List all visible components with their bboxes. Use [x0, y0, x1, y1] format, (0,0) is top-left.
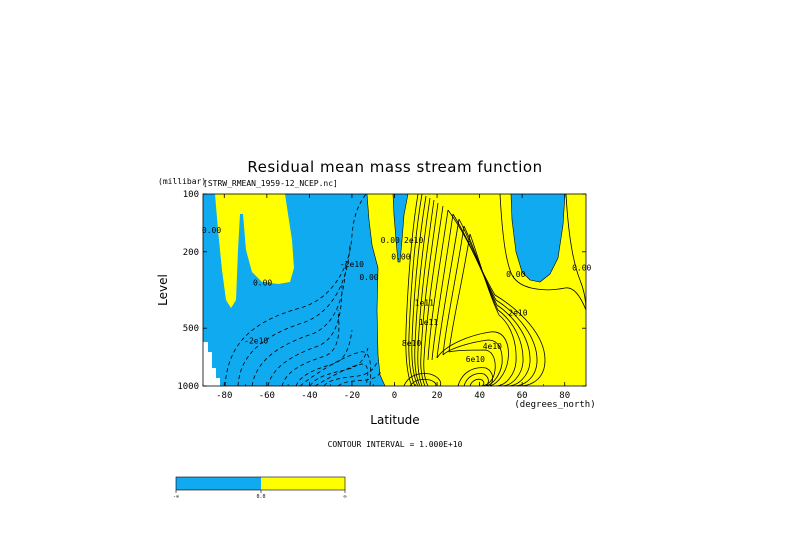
colorbar-frame [175, 476, 346, 491]
x-tick-label: -20 [344, 391, 360, 401]
contour-label: 0.00 [381, 236, 400, 245]
contour-label: 0.00 [253, 279, 272, 288]
y-tick-label: 500 [183, 324, 199, 334]
contour-label: 1e11 [415, 298, 434, 307]
x-axis: -80 -60 -40 -20 0 20 40 60 80 [202, 194, 587, 401]
colorbar-negative-swatch [176, 477, 261, 490]
colorbar-label-min: -∞ [173, 494, 179, 500]
colorbar-label-max: ∞ [343, 494, 346, 500]
contour-interval-note: CONTOUR INTERVAL = 1.000E+10 [328, 440, 463, 449]
y-tick-label: 1000 [177, 382, 199, 392]
contour-label: 0.00 [391, 253, 410, 262]
chart-title: Residual mean mass stream function [247, 158, 542, 176]
contour-labels: 0.00 0.00 0.00 0.00 0.00 0.00 0.00 -2e10 -2e10 2e… [202, 226, 592, 364]
x-axis-units: (degrees_north) [514, 400, 595, 410]
contour-label: -2e10 [340, 260, 364, 269]
y-axis: 100 200 500 1000 [177, 190, 586, 392]
contour-label: 0.00 [572, 263, 591, 272]
x-tick-label: 80 [559, 391, 570, 401]
contour-label: 6e10 [466, 355, 485, 364]
negative-region-north [511, 194, 565, 282]
contour-label: 0.00 [506, 270, 525, 279]
x-tick-label: 0 [392, 391, 397, 401]
missing-data-region [203, 342, 220, 386]
x-tick-label: -60 [259, 391, 275, 401]
contour-label: 0.00 [359, 273, 378, 282]
contour-label: 2e10 [508, 309, 527, 318]
x-axis-title: Latitude [370, 413, 419, 427]
colorbar-positive-swatch [261, 477, 345, 490]
y-axis-title: Level [156, 274, 170, 306]
colorbar-label-mid: 0.0 [256, 494, 265, 500]
x-tick-label: 60 [517, 391, 528, 401]
contour-label: 4e10 [483, 342, 502, 351]
zero-contours [366, 194, 566, 386]
colorbar: -∞ 0.0 ∞ [173, 476, 347, 500]
chart-subtitle: [STRW_RMEAN_1959-12_NCEP.nc] [203, 179, 338, 188]
y-tick-label: 200 [183, 248, 199, 258]
contour-label: 1e11 [419, 318, 438, 327]
positive-contours [403, 194, 586, 386]
x-tick-label: -80 [216, 391, 232, 401]
x-tick-label: -40 [301, 391, 317, 401]
contour-label: 2e10 [404, 236, 423, 245]
negative-region-south [203, 194, 385, 386]
plot-area: 0.00 0.00 0.00 0.00 0.00 0.00 0.00 -2e10 -2e10 2e… [202, 193, 592, 387]
contour-label: 0.00 [202, 226, 221, 235]
contour-label: -2e10 [244, 336, 268, 345]
negative-contours [224, 194, 382, 386]
x-tick-label: 20 [432, 391, 443, 401]
x-tick-label: 40 [474, 391, 485, 401]
contour-label: 8e10 [402, 339, 421, 348]
y-tick-label: 100 [183, 190, 199, 200]
y-axis-units: (millibar) [158, 177, 206, 186]
